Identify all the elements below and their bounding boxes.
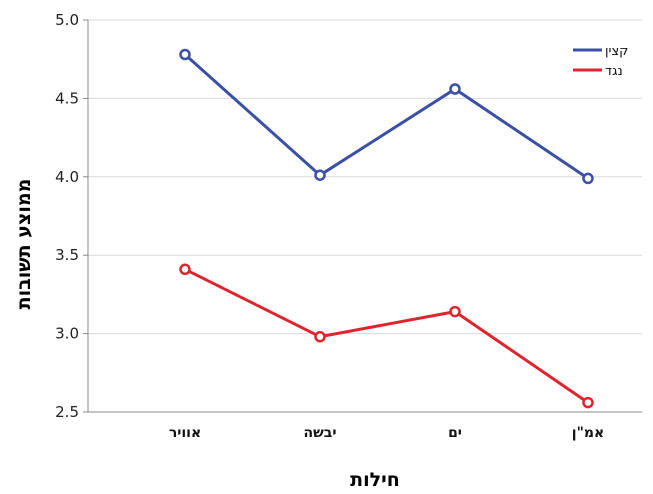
- data-point: [314, 169, 326, 181]
- y-tick-label: 3.0: [55, 325, 79, 343]
- data-point: [582, 172, 594, 185]
- legend-label-0: קצין: [605, 44, 628, 59]
- x-axis-title: חילות: [350, 469, 400, 491]
- y-axis-title: ממוצע תשובות: [13, 179, 35, 310]
- y-tick-labels: 2.5 3.0 3.5 4.0 4.5 5.0: [55, 11, 88, 421]
- axes: [87, 20, 642, 413]
- y-tick-label: 4.5: [55, 89, 79, 107]
- data-point: [582, 396, 594, 409]
- x-tick-labels: אוויר יבשה ים אמ"ן: [169, 425, 604, 441]
- legend: קצין נגד: [573, 44, 628, 79]
- data-point: [449, 83, 461, 95]
- data-point: [314, 330, 326, 343]
- grid-lines: [88, 19, 642, 335]
- y-tick-label: 4.0: [55, 168, 79, 186]
- x-tick-label: אמ"ן: [572, 425, 604, 441]
- data-point: [179, 48, 191, 61]
- x-tick-label: ים: [448, 425, 462, 441]
- series-line-1: [184, 267, 589, 404]
- series-line-0: [184, 53, 589, 180]
- y-tick-label: 5.0: [55, 11, 79, 29]
- x-tick-label: אוויר: [169, 425, 201, 441]
- data-point: [449, 305, 461, 318]
- legend-label-1: נגד: [605, 64, 623, 79]
- x-tick-label: יבשה: [304, 425, 337, 441]
- data-point: [179, 263, 191, 276]
- series-lines: [179, 48, 594, 409]
- y-tick-label: 3.5: [55, 246, 79, 264]
- y-tick-label: 2.5: [55, 403, 79, 421]
